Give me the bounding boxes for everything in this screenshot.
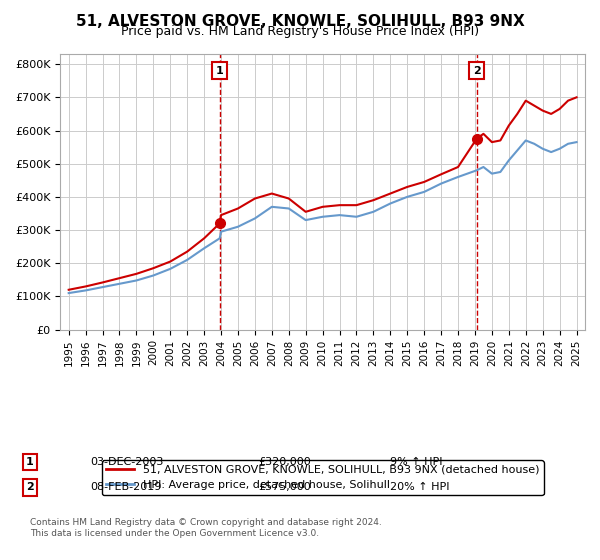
Text: 20% ↑ HPI: 20% ↑ HPI (390, 482, 449, 492)
Text: 08-FEB-2019: 08-FEB-2019 (90, 482, 161, 492)
Text: 2: 2 (473, 66, 481, 76)
Text: 1: 1 (216, 66, 224, 76)
Text: 03-DEC-2003: 03-DEC-2003 (90, 457, 163, 467)
Text: 9% ↑ HPI: 9% ↑ HPI (390, 457, 443, 467)
Legend: 51, ALVESTON GROVE, KNOWLE, SOLIHULL, B93 9NX (detached house), HPI: Average pri: 51, ALVESTON GROVE, KNOWLE, SOLIHULL, B9… (101, 460, 544, 494)
Text: £575,000: £575,000 (258, 482, 311, 492)
Text: Price paid vs. HM Land Registry's House Price Index (HPI): Price paid vs. HM Land Registry's House … (121, 25, 479, 38)
Text: £320,000: £320,000 (258, 457, 311, 467)
Text: 51, ALVESTON GROVE, KNOWLE, SOLIHULL, B93 9NX: 51, ALVESTON GROVE, KNOWLE, SOLIHULL, B9… (76, 14, 524, 29)
Text: 2: 2 (26, 482, 34, 492)
Text: 1: 1 (26, 457, 34, 467)
Text: Contains HM Land Registry data © Crown copyright and database right 2024.
This d: Contains HM Land Registry data © Crown c… (30, 518, 382, 538)
